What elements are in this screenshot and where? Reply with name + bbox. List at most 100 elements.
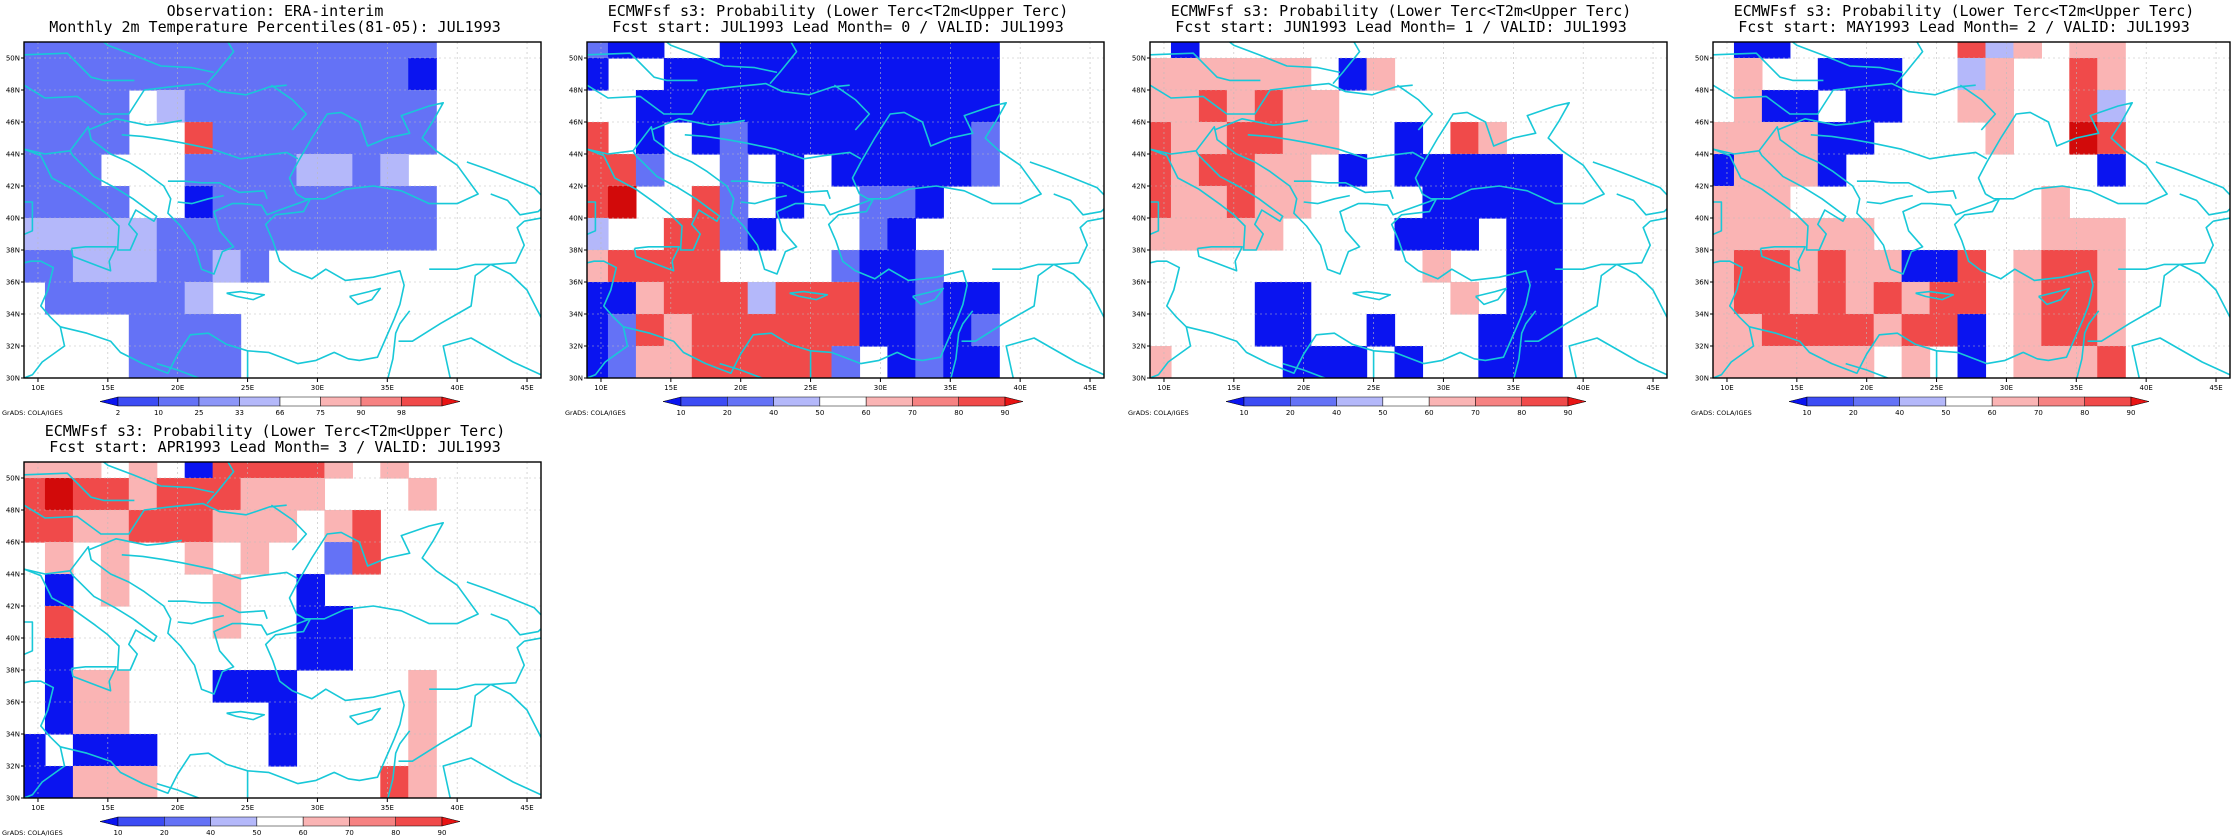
x-tick-label: 25E <box>1930 384 1943 392</box>
grid-cell <box>240 670 270 703</box>
colorbar-segment <box>680 396 728 407</box>
colorbar-arrow-high <box>1567 396 1587 407</box>
colorbar-label: 80 <box>2080 409 2089 417</box>
grid-cell <box>747 346 777 378</box>
grid-cell <box>1713 346 1735 378</box>
x-tick-label: 45E <box>1646 384 1659 392</box>
y-tick-label: 44N <box>1132 151 1146 159</box>
grid-cell <box>1366 58 1396 91</box>
grid-cell <box>72 90 102 123</box>
grid-cell <box>156 510 186 543</box>
x-tick-label: 45E <box>1083 384 1096 392</box>
grid-cell <box>2069 218 2098 251</box>
grid-cell <box>887 314 916 347</box>
grid-cell <box>1733 282 1763 315</box>
grid-cell <box>268 154 298 187</box>
grid-cell <box>1985 90 2015 123</box>
grid-cell <box>380 0 409 27</box>
grid-cell <box>719 218 749 251</box>
grid-cell <box>101 420 130 447</box>
grid-cell <box>1226 218 1256 251</box>
grid-cell <box>101 0 130 27</box>
grid-cell <box>352 122 381 155</box>
grid-cell <box>2013 282 2042 315</box>
grid-cell <box>324 186 353 219</box>
grid-cell <box>943 42 972 59</box>
grid-cell <box>1534 218 1563 251</box>
grid-cell <box>100 42 130 59</box>
grid-cell <box>100 542 130 575</box>
grid-cell <box>213 0 242 27</box>
grid-cell <box>775 42 805 59</box>
grid-cell <box>587 346 609 378</box>
y-tick-label: 42N <box>6 603 20 611</box>
grid-cell <box>803 42 833 59</box>
colorbar-segment <box>117 396 159 407</box>
grid-cell <box>240 58 270 91</box>
colorbar-arrow-low <box>1225 396 1245 407</box>
y-tick-label: 36N <box>569 279 583 287</box>
x-tick-label: 35E <box>381 804 394 812</box>
grid-cell <box>859 42 889 59</box>
grid-cell <box>156 346 186 378</box>
grid-cell <box>776 0 805 27</box>
x-tick-label: 35E <box>2070 384 2083 392</box>
grid-cell <box>1733 346 1763 378</box>
grid-cell <box>747 314 777 347</box>
grid-cell <box>184 542 214 575</box>
grid-cell <box>185 0 214 27</box>
grid-cell <box>719 42 749 59</box>
grid-cell <box>1713 154 1735 187</box>
grid-cell <box>24 122 46 155</box>
grid-cell <box>324 90 353 123</box>
grid-cell <box>1733 90 1763 123</box>
grid-cell <box>747 42 777 59</box>
x-tick-label: 30E <box>311 384 324 392</box>
grid-cell <box>971 154 1000 187</box>
grid-cell <box>1957 90 1987 123</box>
y-tick-label: 30N <box>1695 375 1709 383</box>
grid-cell <box>2041 218 2070 251</box>
y-tick-label: 48N <box>569 87 583 95</box>
grid-cell <box>1845 250 1875 283</box>
y-tick-label: 32N <box>6 763 20 771</box>
grid-cell <box>1170 186 1200 219</box>
grid-cell <box>587 58 609 91</box>
grid-cell <box>1534 186 1563 219</box>
grid-cell <box>296 218 326 251</box>
y-tick-label: 32N <box>1695 343 1709 351</box>
map-svg: 10E 15E 20E 25E 30E 35E 40E 45E 30N 32N 34N 36N 38N 4… <box>565 0 1105 417</box>
grid-cell <box>212 574 242 607</box>
grid-cell <box>2097 42 2126 59</box>
grid-cell <box>635 346 665 378</box>
grid-cell <box>296 574 326 607</box>
grid-cell <box>408 0 437 27</box>
colorbar-segment <box>256 816 304 827</box>
grid-cell <box>100 510 130 543</box>
grid-cell <box>296 638 326 671</box>
colorbar-segment <box>819 396 867 407</box>
grid-cell <box>1706 0 1735 27</box>
y-tick-label: 30N <box>6 795 20 803</box>
grid-cell <box>747 122 777 155</box>
grid-cell <box>128 462 158 479</box>
grid-cell <box>1985 0 2014 27</box>
colorbar-arrow-low <box>1788 396 1808 407</box>
grid-cell <box>1255 0 1284 27</box>
grid-cell <box>2097 90 2126 123</box>
grid-cell <box>1845 282 1875 315</box>
grid-cell <box>184 346 214 378</box>
grid-cell <box>296 90 326 123</box>
grid-cell <box>268 734 298 767</box>
grid-cell <box>296 154 326 187</box>
grid-cell <box>408 42 437 59</box>
y-tick-label: 34N <box>1132 311 1146 319</box>
grid-cell <box>380 90 409 123</box>
grid-cell <box>1394 218 1424 251</box>
grid-cell <box>887 346 916 378</box>
grid-cell <box>859 282 889 315</box>
colorbar-segment <box>198 396 240 407</box>
credit-text: GrADS: COLA/IGES <box>1128 409 1189 417</box>
grid-cell <box>1150 90 1172 123</box>
y-tick-label: 48N <box>6 507 20 515</box>
